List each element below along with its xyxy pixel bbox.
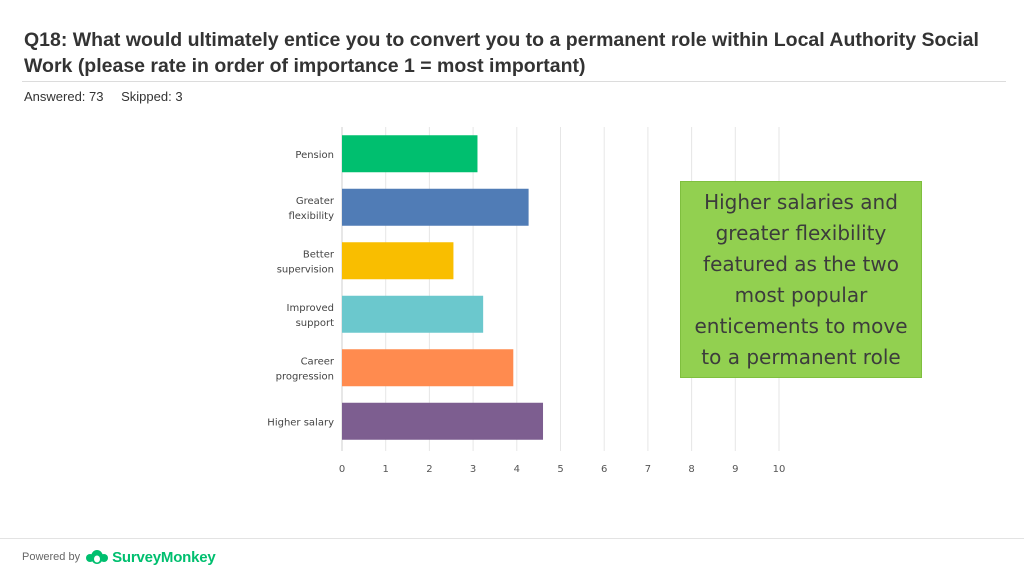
category-label: Greater: [296, 196, 335, 207]
category-label: Career: [301, 356, 335, 367]
response-stats: Answered: 73 Skipped: 3: [24, 89, 197, 104]
surveymonkey-logo-icon: [86, 550, 109, 564]
question-title: Q18: What would ultimately entice you to…: [24, 29, 979, 77]
x-tick-label: 10: [773, 464, 786, 475]
x-tick-label: 7: [645, 464, 651, 475]
answered-count: Answered: 73: [24, 89, 104, 104]
x-tick-label: 2: [426, 464, 432, 475]
footer: Powered by SurveyMonkey: [22, 548, 216, 566]
x-tick-label: 1: [383, 464, 389, 475]
x-tick-label: 0: [339, 464, 345, 475]
x-tick-label: 9: [732, 464, 738, 475]
summary-callout: Higher salaries and greater flexibility …: [680, 181, 922, 378]
title-divider: [22, 81, 1006, 82]
category-label: Pension: [295, 150, 334, 161]
footer-divider: [0, 538, 1024, 539]
surveymonkey-brand: SurveyMonkey: [112, 548, 216, 566]
bar: [342, 349, 514, 387]
category-label: supervision: [277, 264, 334, 275]
x-tick-label: 4: [514, 464, 520, 475]
x-tick-label: 8: [688, 464, 694, 475]
category-label: flexibility: [289, 211, 335, 222]
category-label: Higher salary: [267, 417, 334, 428]
bar: [342, 402, 544, 440]
x-tick-label: 6: [601, 464, 607, 475]
bar: [342, 242, 454, 280]
bar: [342, 295, 484, 333]
bar: [342, 188, 529, 226]
bar: [342, 135, 478, 173]
category-label: Improved: [287, 303, 334, 314]
category-label: support: [296, 318, 334, 329]
x-tick-label: 3: [470, 464, 476, 475]
x-tick-label: 5: [557, 464, 563, 475]
category-label: Better: [303, 249, 335, 260]
skipped-count: Skipped: 3: [121, 89, 183, 104]
powered-by-label: Powered by: [22, 551, 81, 563]
category-label: progression: [276, 371, 334, 382]
